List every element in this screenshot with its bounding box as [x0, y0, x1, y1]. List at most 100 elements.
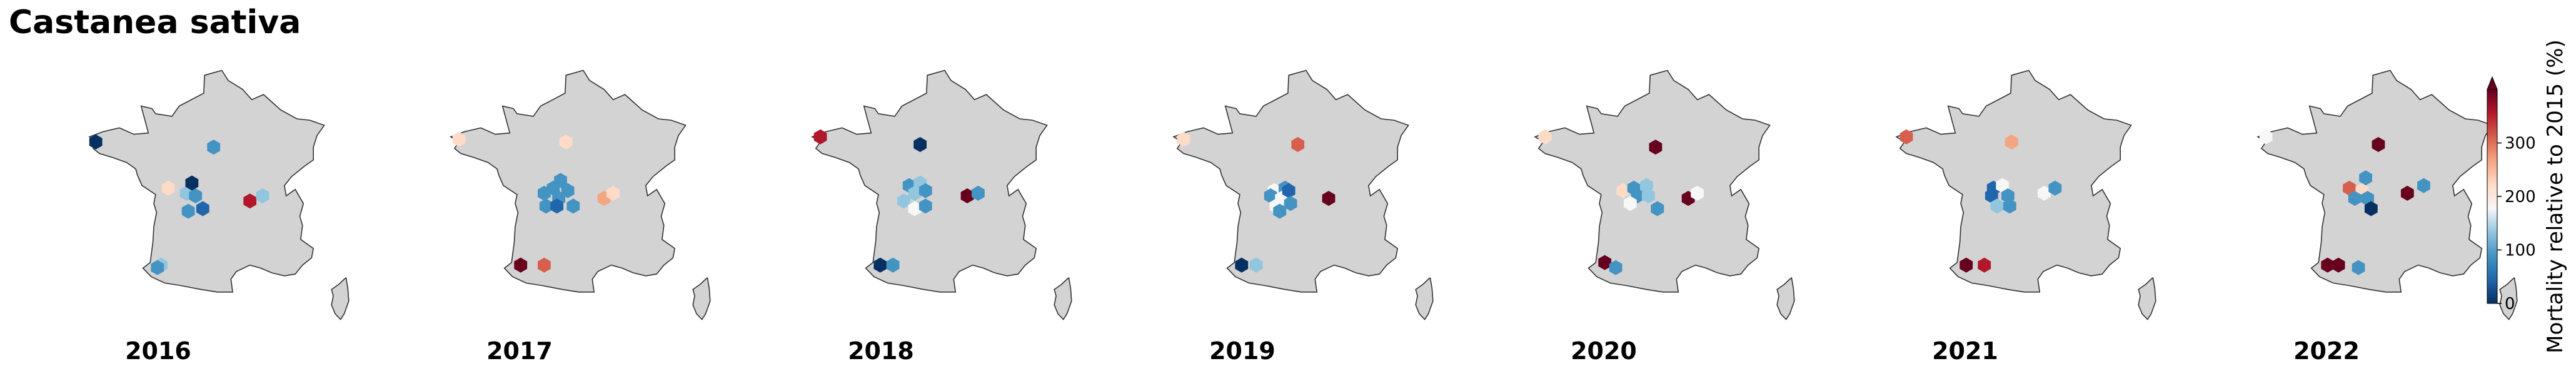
- corsica-outline: [1415, 277, 1434, 320]
- colorbar-tick-label: 300: [2505, 135, 2536, 153]
- hex-cell: [1291, 137, 1305, 152]
- hex-cell: [1960, 257, 1973, 273]
- hex-cell: [2364, 201, 2378, 216]
- hex-cell: [1609, 260, 1623, 275]
- france-outline: [1172, 69, 1409, 293]
- map-panel-2021: 2021: [1895, 69, 2156, 365]
- hex-cell: [2321, 257, 2335, 273]
- france-outline: [811, 69, 1048, 293]
- chart-title: Castanea sativa: [9, 4, 301, 41]
- hex-cell: [1985, 188, 1998, 203]
- panel-year-label: 2019: [1209, 337, 1275, 365]
- map-panel-2018: 2018: [811, 69, 1072, 365]
- hex-cell: [1538, 129, 1552, 145]
- panel-year-label: 2021: [1932, 337, 1998, 365]
- hex-cell: [908, 185, 922, 201]
- corsica-outline: [2138, 277, 2156, 320]
- panel-year-label: 2016: [125, 337, 191, 365]
- hex-cell: [2332, 257, 2345, 273]
- france-outline: [450, 69, 687, 293]
- hex-cell: [1978, 257, 1991, 273]
- hex-cell: [1284, 196, 1297, 211]
- hex-cell: [207, 140, 221, 155]
- colorbar-extend-arrow: [2487, 76, 2498, 90]
- hex-cell: [2417, 178, 2430, 193]
- hex-cell: [189, 188, 203, 203]
- hex-cell: [550, 198, 564, 214]
- hex-cell: [1273, 203, 1287, 219]
- colorbar-gradient: [2487, 89, 2498, 304]
- map-panel-2019: 2019: [1172, 69, 1434, 365]
- hex-cell: [2259, 129, 2273, 145]
- hex-cell: [1322, 191, 1336, 206]
- hex-cell: [538, 257, 551, 273]
- france-outline: [88, 69, 325, 293]
- hex-cell: [1651, 201, 1664, 216]
- hex-cell: [559, 134, 573, 150]
- hex-cell: [606, 185, 620, 201]
- panel-year-label: 2020: [1571, 337, 1637, 365]
- hex-cell: [897, 193, 910, 209]
- hex-cell: [452, 131, 466, 147]
- hex-cell: [1641, 188, 1655, 203]
- hex-cell: [243, 193, 257, 209]
- colorbar-label: Mortality relative to 2015 (%): [2543, 39, 2568, 353]
- hex-cell: [2048, 180, 2062, 196]
- corsica-outline: [331, 277, 350, 320]
- hex-cell: [2348, 191, 2362, 206]
- hex-cell: [1691, 185, 1704, 201]
- map-panel-2020: 2020: [1534, 69, 1795, 365]
- corsica-outline: [692, 277, 711, 320]
- hex-cell: [2359, 170, 2372, 186]
- hex-cell: [1899, 129, 1913, 145]
- hex-cell: [1616, 183, 1630, 198]
- colorbar: 0 100 200 300 Mortality relative to 2015 (%): [2487, 39, 2568, 353]
- hex-cell: [1990, 198, 2004, 214]
- hex-cell: [1623, 196, 1637, 211]
- hex-cell: [256, 188, 269, 203]
- hex-cell: [918, 198, 932, 214]
- colorbar-tick-label: 100: [2505, 241, 2536, 260]
- hex-cell: [960, 188, 974, 203]
- hex-cell: [196, 201, 209, 216]
- panel-year-label: 2017: [486, 337, 553, 365]
- hex-cell: [1249, 257, 1263, 273]
- hex-cell: [2372, 137, 2385, 152]
- france-outline: [1534, 69, 1771, 293]
- corsica-outline: [1776, 277, 1795, 320]
- hex-cell: [1996, 178, 2010, 193]
- hex-cell: [1649, 140, 1663, 155]
- hex-cell: [89, 134, 103, 150]
- hex-cell: [2003, 198, 2016, 214]
- hex-cell: [2343, 180, 2356, 196]
- corsica-outline: [1054, 277, 1072, 320]
- hex-cell: [181, 203, 195, 219]
- hex-cell: [185, 175, 199, 191]
- hex-cell: [566, 198, 580, 214]
- hex-cell: [873, 257, 887, 273]
- hex-cell: [1282, 183, 1296, 198]
- hex-cell: [2352, 260, 2365, 275]
- hex-cell: [2038, 185, 2051, 201]
- france-outline: [1895, 69, 2132, 293]
- france-outline: [2257, 69, 2493, 293]
- panel-year-label: 2018: [848, 337, 914, 365]
- colorbar-tick-label: 200: [2505, 188, 2536, 206]
- hex-cell: [554, 173, 567, 188]
- map-panel-2017: 2017: [450, 69, 711, 365]
- hex-cell: [161, 180, 175, 196]
- hex-cell: [1177, 131, 1190, 147]
- hex-cell: [886, 257, 900, 273]
- hex-cell: [151, 260, 164, 275]
- map-panel-2022: 2022: [2257, 69, 2518, 365]
- hex-cell: [539, 198, 553, 214]
- hex-cell: [1264, 188, 1277, 203]
- hex-cell: [514, 257, 528, 273]
- hex-cell: [908, 201, 922, 216]
- hex-cell: [1235, 257, 1249, 273]
- hex-cell: [913, 137, 927, 152]
- hex-cell: [2400, 185, 2414, 201]
- panel-year-label: 2022: [2293, 337, 2360, 365]
- hex-cell: [918, 183, 932, 198]
